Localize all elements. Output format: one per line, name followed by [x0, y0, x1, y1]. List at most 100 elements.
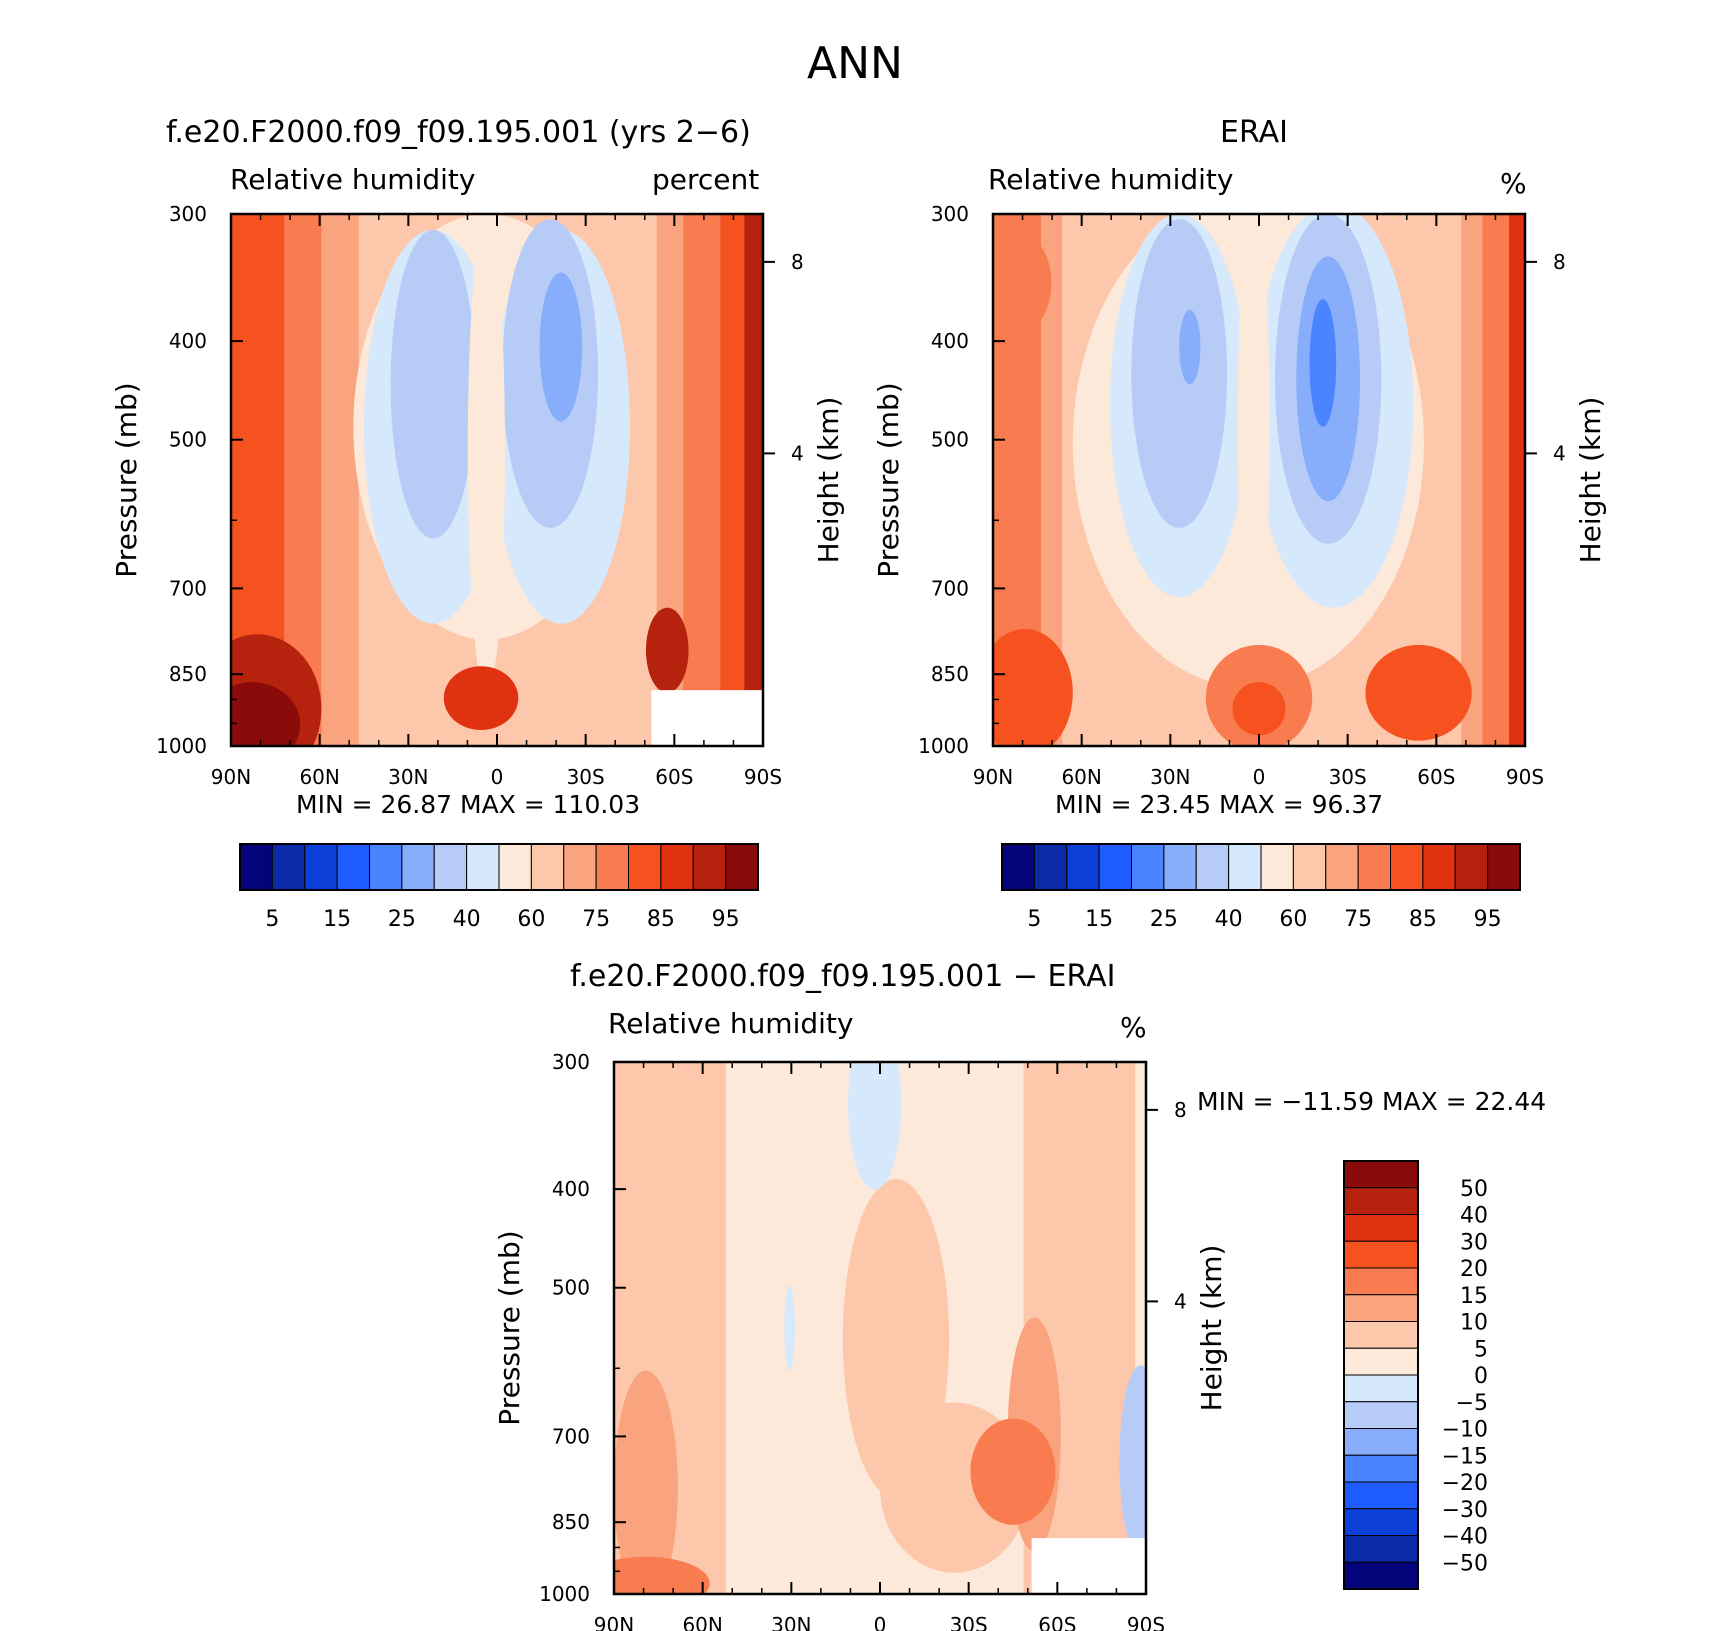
panel-obs-plot — [991, 212, 1537, 748]
panel-model-rtick-label: 4 — [791, 441, 804, 465]
panel-diff-contours — [614, 1062, 1146, 1594]
panel-obs-ytick-label: 400 — [931, 329, 969, 353]
colorbar-model-swatch — [530, 843, 565, 891]
colorbar-model-swatch — [271, 843, 306, 891]
panel-obs-variable-label: Relative humidity — [988, 163, 1234, 196]
panel-obs-ytick-label: 300 — [931, 202, 969, 226]
panel-diff-rtick-label: 8 — [1174, 1098, 1187, 1122]
colorbar-diff-label: 20 — [1460, 1257, 1488, 1282]
panel-obs-ylabel-right: Height (km) — [1574, 397, 1607, 564]
colorbar-obs-swatch — [1163, 843, 1197, 891]
colorbar-obs-label: 40 — [1215, 907, 1243, 932]
colorbar-model-label: 40 — [453, 907, 481, 932]
colorbar-diff-label: 0 — [1474, 1364, 1488, 1389]
colorbar-diff-swatch — [1343, 1240, 1419, 1269]
contour-arctic-max — [231, 682, 301, 746]
panel-obs-ytick-label: 500 — [931, 428, 969, 452]
panel-model-ytick-label: 850 — [169, 662, 207, 686]
colorbar-model-label: 5 — [265, 907, 279, 932]
colorbar-obs-swatch — [1422, 843, 1456, 891]
colorbar-obs-label: 15 — [1085, 907, 1113, 932]
contour-40a — [1131, 219, 1228, 528]
contour-eq-low2 — [1232, 682, 1286, 736]
panel-model-xtick-label: 60S — [655, 765, 693, 789]
panel-obs-ytick-label: 1000 — [918, 734, 969, 758]
contour-eq — [467, 214, 505, 693]
colorbar-model-label: 60 — [517, 907, 545, 932]
colorbar-diff-label: 40 — [1460, 1204, 1488, 1229]
contour-pole — [1509, 214, 1525, 746]
colorbar-obs-label: 5 — [1027, 907, 1041, 932]
panel-obs-rtick-label: 4 — [1553, 441, 1566, 465]
colorbar-diff-label: −10 — [1442, 1418, 1488, 1443]
panel-obs-units-label: % — [1500, 167, 1527, 200]
colorbar-diff-label: 10 — [1460, 1311, 1488, 1336]
panel-diff-rtick-label: 4 — [1174, 1289, 1187, 1313]
colorbar-model-swatch — [725, 843, 759, 891]
panel-diff-variable-label: Relative humidity — [608, 1007, 854, 1040]
panel-obs-ylabel: Pressure (mb) — [872, 382, 905, 577]
panel-diff-xtick-label: 30N — [771, 1613, 811, 1631]
colorbar-diff-swatch — [1343, 1481, 1419, 1510]
colorbar-diff-swatch — [1343, 1294, 1419, 1322]
panel-model-ytick-label: 400 — [169, 329, 207, 353]
contour-south-low — [1365, 644, 1472, 741]
colorbar-diff-swatch — [1343, 1347, 1419, 1376]
panel-model-ytick-label: 300 — [169, 202, 207, 226]
panel-obs-xtick-label: 0 — [1253, 765, 1266, 789]
colorbar-obs-label: 95 — [1474, 907, 1502, 932]
panel-model-xtick-label: 60N — [299, 765, 339, 789]
contour-north-up — [993, 229, 1052, 337]
panel-obs-xtick-label: 30N — [1150, 765, 1190, 789]
panel-diff-missing-data — [1031, 1538, 1146, 1594]
colorbar-obs-swatch — [1454, 843, 1489, 891]
contour-neg5b — [784, 1285, 795, 1371]
colorbar-model-swatch — [595, 843, 629, 891]
panel-diff-title: f.e20.F2000.f09_f09.195.001 − ERAI — [570, 959, 1116, 994]
panel-diff-xtick-label: 60N — [682, 1613, 722, 1631]
panel-diff-xtick-label: 90N — [594, 1613, 634, 1631]
colorbar-diff-swatch — [1343, 1187, 1419, 1215]
colorbar-diff-swatch — [1343, 1374, 1419, 1403]
colorbar-model-swatch — [660, 843, 694, 891]
contour-neg10 — [1119, 1365, 1146, 1557]
panel-model-contours — [231, 214, 763, 746]
panel-diff-ylabel-right: Height (km) — [1195, 1245, 1228, 1412]
colorbar-model-swatch — [563, 843, 597, 891]
colorbar-diff-label: −50 — [1442, 1551, 1488, 1576]
colorbar-model-label: 25 — [388, 907, 416, 932]
panel-diff-plot — [612, 1060, 1158, 1596]
colorbar-diff-swatch — [1343, 1535, 1419, 1563]
colorbar-diff-label: −40 — [1442, 1525, 1488, 1550]
panel-obs-xtick-label: 90S — [1506, 765, 1544, 789]
colorbar-diff-label: −5 — [1456, 1391, 1488, 1416]
colorbar-diff-swatch — [1343, 1454, 1419, 1483]
panel-diff-xtick-label: 60S — [1038, 1613, 1076, 1631]
colorbar-model-swatch — [433, 843, 468, 891]
contour-pole — [744, 214, 763, 746]
panel-diff-ylabel: Pressure (mb) — [493, 1230, 526, 1425]
colorbar-diff-swatch — [1343, 1561, 1419, 1590]
colorbar-model-swatch — [369, 843, 403, 891]
colorbar-obs-swatch — [1195, 843, 1230, 891]
colorbar-model-label: 15 — [323, 907, 351, 932]
panel-model-title: f.e20.F2000.f09_f09.195.001 (yrs 2−6) — [166, 115, 751, 150]
panel-model-xtick-label: 30S — [567, 765, 605, 789]
colorbar-diff-swatch — [1343, 1160, 1419, 1189]
colorbar-model-swatch — [239, 843, 273, 891]
colorbar-obs-swatch — [1390, 843, 1424, 891]
panel-diff-ytick-label: 300 — [552, 1050, 590, 1074]
contour-15b — [614, 1556, 710, 1594]
colorbar-diff-label: −15 — [1442, 1444, 1488, 1469]
contour-eq — [1237, 214, 1270, 667]
panel-diff-ytick-label: 500 — [552, 1276, 590, 1300]
colorbar-diff-label: 50 — [1460, 1177, 1488, 1202]
panel-obs-xtick-label: 90N — [973, 765, 1013, 789]
panel-diff-stats: MIN = −11.59 MAX = 22.44 — [1197, 1087, 1547, 1116]
panel-model-ytick-label: 500 — [169, 428, 207, 452]
panel-model-xtick-label: 90N — [211, 765, 251, 789]
panel-diff-ytick-label: 700 — [552, 1424, 590, 1448]
panel-obs-stats: MIN = 23.45 MAX = 96.37 — [1055, 790, 1384, 819]
panel-diff-units-label: % — [1120, 1011, 1147, 1044]
